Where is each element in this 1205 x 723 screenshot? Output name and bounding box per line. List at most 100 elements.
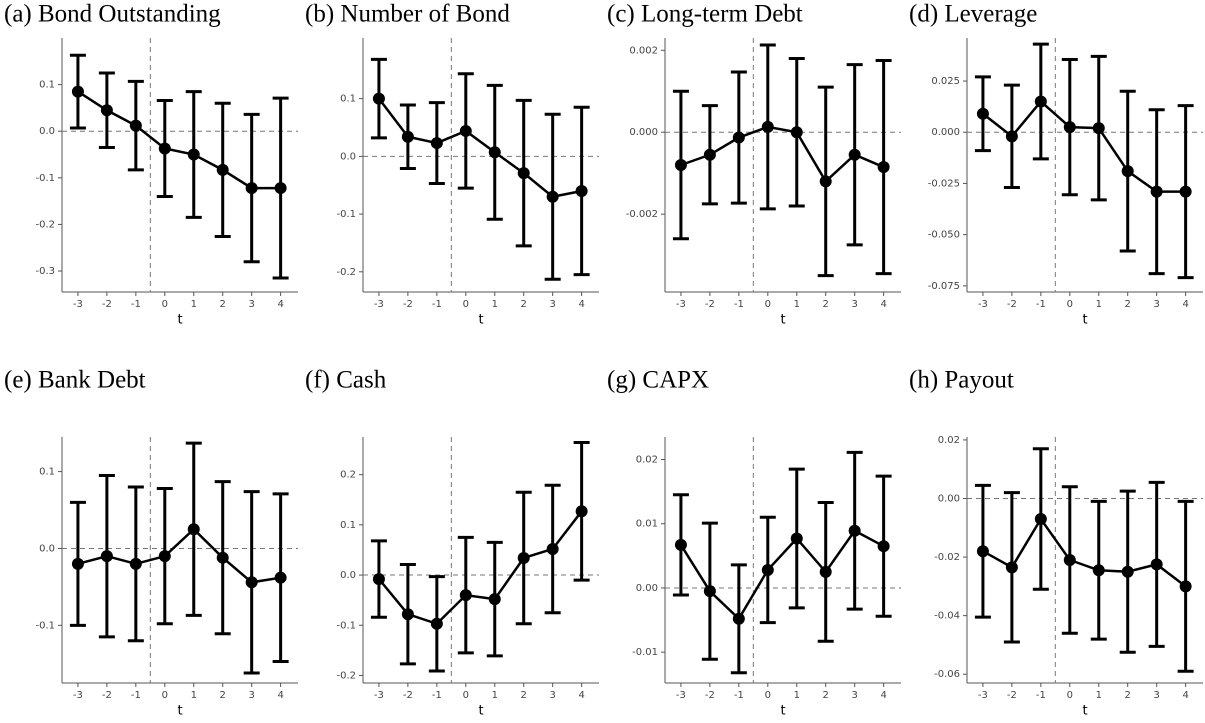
point: [1121, 165, 1134, 178]
x-tick-label: 2: [521, 690, 527, 701]
point: [674, 159, 687, 171]
x-tick-label: 0: [1067, 690, 1073, 701]
point: [848, 148, 861, 161]
x-tick-label: 3: [248, 299, 254, 310]
x-tick-label: 4: [277, 299, 283, 310]
point: [129, 119, 142, 132]
point: [1034, 513, 1047, 525]
x-tick-label: 0: [162, 299, 168, 310]
y-tick-label: 0.1: [39, 467, 55, 478]
point: [517, 167, 530, 180]
x-tick-label: 3: [851, 690, 857, 701]
point: [372, 573, 385, 586]
x-tick-label: 1: [1096, 299, 1102, 310]
point: [575, 505, 588, 518]
x-tick-label: -3: [374, 299, 384, 310]
point: [187, 523, 200, 536]
y-tick-label: 0.2: [340, 470, 356, 481]
x-tick-label: 2: [823, 299, 829, 310]
x-tick-label: 1: [1096, 690, 1102, 701]
y-tick-label: 0.000: [629, 127, 658, 138]
y-tick-label: -0.04: [934, 611, 960, 622]
y-tick-label: 0.1: [340, 94, 356, 105]
x-tick-label: -3: [676, 299, 686, 310]
x-tick-label: 1: [191, 299, 197, 310]
point: [158, 142, 171, 155]
x-tick-label: -2: [403, 299, 413, 310]
point: [1121, 565, 1134, 578]
point: [546, 542, 559, 555]
y-tick-label: 0.1: [39, 80, 55, 91]
point: [245, 182, 258, 195]
x-axis-label: t: [1082, 704, 1087, 719]
y-tick-label: -0.2: [336, 670, 356, 681]
point: [401, 608, 414, 621]
x-axis-label: t: [177, 313, 182, 328]
x-axis-label: t: [780, 313, 785, 328]
x-tick-label: 2: [220, 690, 226, 701]
x-tick-label: -2: [102, 690, 112, 701]
point: [1005, 561, 1018, 574]
y-tick-label: 0.000: [931, 127, 960, 138]
panel: (d) Leverage 0.025 0.000 -0.025 -0.050 -0.075…: [909, 1, 1203, 328]
panel: (b) Number of Bond 0.1 0.0 -0.1 -0.2 -3 -2 -1 0 1…: [305, 1, 599, 328]
x-tick-label: -3: [978, 690, 988, 701]
x-tick-label: 0: [765, 299, 771, 310]
point: [100, 104, 113, 117]
x-tick-label: -1: [131, 690, 141, 701]
x-tick-label: 1: [492, 690, 498, 701]
x-tick-label: -3: [73, 299, 83, 310]
x-tick-label: -2: [705, 299, 715, 310]
point: [1092, 122, 1105, 135]
x-axis-label: t: [780, 704, 785, 719]
point: [1150, 185, 1163, 198]
x-tick-label: -1: [131, 299, 141, 310]
x-tick-label: 4: [1182, 690, 1188, 701]
panel: (a) Bond Outstanding 0.1 0.0 -0.1 -0.2 -0.3 -3…: [4, 1, 298, 328]
x-tick-label: 0: [463, 299, 469, 310]
panel: (f) Cash 0.2 0.1 0.0 -0.1 -0.2 -3 -2 -1 0 1 2 3 4 t: [305, 367, 599, 719]
x-tick-label: 4: [578, 690, 584, 701]
x-tick-label: 0: [463, 690, 469, 701]
y-tick-label: -0.075: [928, 281, 960, 292]
point: [459, 589, 472, 602]
x-tick-label: -1: [734, 690, 744, 701]
x-tick-label: 2: [1125, 690, 1131, 701]
point: [790, 532, 803, 545]
point: [703, 585, 716, 598]
x-tick-label: -2: [1007, 690, 1017, 701]
y-tick-label: 0.00: [938, 494, 960, 505]
x-tick-label: 2: [220, 299, 226, 310]
point: [674, 538, 687, 551]
y-tick-label: -0.1: [336, 209, 356, 220]
y-tick-label: -0.1: [35, 620, 55, 631]
point: [1005, 130, 1018, 143]
x-tick-label: 0: [162, 690, 168, 701]
x-tick-label: -2: [102, 299, 112, 310]
x-tick-label: -1: [432, 299, 442, 310]
x-axis-label: t: [177, 704, 182, 719]
panel-title: (f) Cash: [305, 367, 387, 394]
point: [488, 593, 501, 606]
point: [1063, 554, 1076, 566]
y-tick-label: 0.02: [636, 454, 658, 465]
x-tick-label: 3: [248, 690, 254, 701]
x-tick-label: -2: [403, 690, 413, 701]
x-tick-label: -1: [734, 299, 744, 310]
point: [848, 524, 861, 537]
point: [790, 126, 803, 139]
x-tick-label: 0: [1067, 299, 1073, 310]
y-tick-label: -0.2: [336, 267, 356, 278]
y-tick-label: -0.002: [626, 209, 658, 220]
x-tick-label: -2: [1007, 299, 1017, 310]
y-tick-label: 0.025: [931, 76, 960, 87]
x-tick-label: 3: [549, 299, 555, 310]
x-tick-label: 3: [1153, 690, 1159, 701]
x-tick-label: 2: [823, 690, 829, 701]
point: [372, 92, 385, 105]
x-tick-label: 2: [521, 299, 527, 310]
point: [732, 131, 745, 144]
point: [877, 161, 890, 174]
y-tick-label: 0.1: [340, 520, 356, 531]
